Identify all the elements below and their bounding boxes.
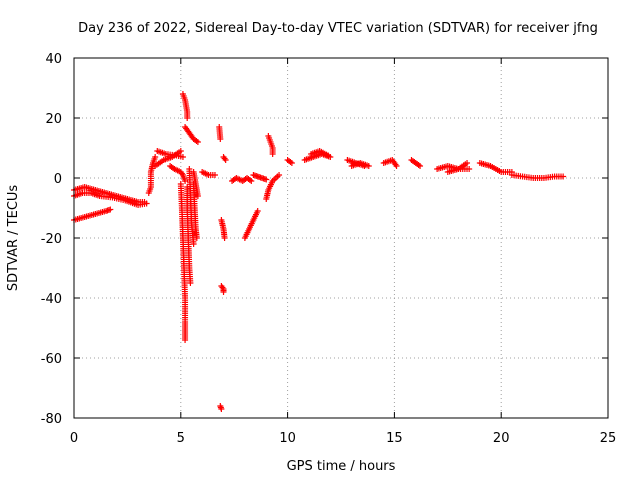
data-point bbox=[194, 139, 201, 145]
y-tick-label: -60 bbox=[41, 352, 62, 367]
data-point bbox=[211, 172, 218, 178]
y-tick-label: -40 bbox=[41, 292, 62, 307]
y-tick-label: -20 bbox=[41, 232, 62, 247]
axis-ticks: 0 5 10 15 20 25 -80 -60 -40 -20 0 20 40 bbox=[41, 52, 617, 446]
y-tick-label: 0 bbox=[54, 172, 62, 187]
data-point bbox=[365, 163, 372, 169]
data-point bbox=[220, 289, 227, 295]
data-point bbox=[276, 172, 283, 178]
data-point bbox=[107, 206, 114, 213]
data-point bbox=[269, 151, 276, 157]
data-point bbox=[193, 235, 200, 241]
data-point bbox=[464, 160, 471, 166]
data-point bbox=[288, 160, 295, 166]
y-axis-label: SDTVAR / TECUs bbox=[6, 185, 21, 292]
data-point bbox=[263, 176, 270, 183]
data-point bbox=[393, 163, 400, 169]
data-point bbox=[248, 178, 255, 184]
grid-lines bbox=[74, 58, 608, 418]
data-point bbox=[417, 163, 424, 169]
x-tick-label: 5 bbox=[177, 431, 185, 446]
data-point bbox=[184, 115, 191, 121]
data-point bbox=[466, 166, 473, 172]
data-point bbox=[179, 154, 186, 160]
x-tick-label: 0 bbox=[70, 431, 78, 446]
chart-title: Day 236 of 2022, Sidereal Day-to-day VTE… bbox=[78, 21, 598, 36]
data-point bbox=[221, 235, 228, 241]
y-tick-label: -80 bbox=[41, 412, 62, 427]
x-tick-label: 25 bbox=[600, 431, 617, 446]
x-tick-label: 20 bbox=[493, 431, 510, 446]
data-point bbox=[190, 241, 197, 247]
data-series bbox=[71, 91, 567, 412]
x-tick-label: 10 bbox=[279, 431, 296, 446]
data-point bbox=[218, 406, 225, 412]
y-tick-label: 20 bbox=[45, 112, 62, 127]
data-point bbox=[194, 193, 201, 199]
data-point bbox=[560, 173, 567, 180]
y-tick-label: 40 bbox=[45, 52, 62, 67]
data-point bbox=[152, 154, 159, 160]
data-point bbox=[254, 208, 261, 214]
data-point bbox=[187, 280, 194, 286]
data-point bbox=[222, 157, 229, 163]
x-tick-label: 15 bbox=[386, 431, 403, 446]
data-point bbox=[217, 136, 224, 142]
data-point bbox=[182, 337, 189, 343]
x-axis-label: GPS time / hours bbox=[287, 459, 396, 474]
data-point bbox=[143, 200, 150, 207]
data-point bbox=[177, 148, 184, 154]
data-point bbox=[182, 178, 189, 184]
data-point bbox=[325, 152, 332, 159]
